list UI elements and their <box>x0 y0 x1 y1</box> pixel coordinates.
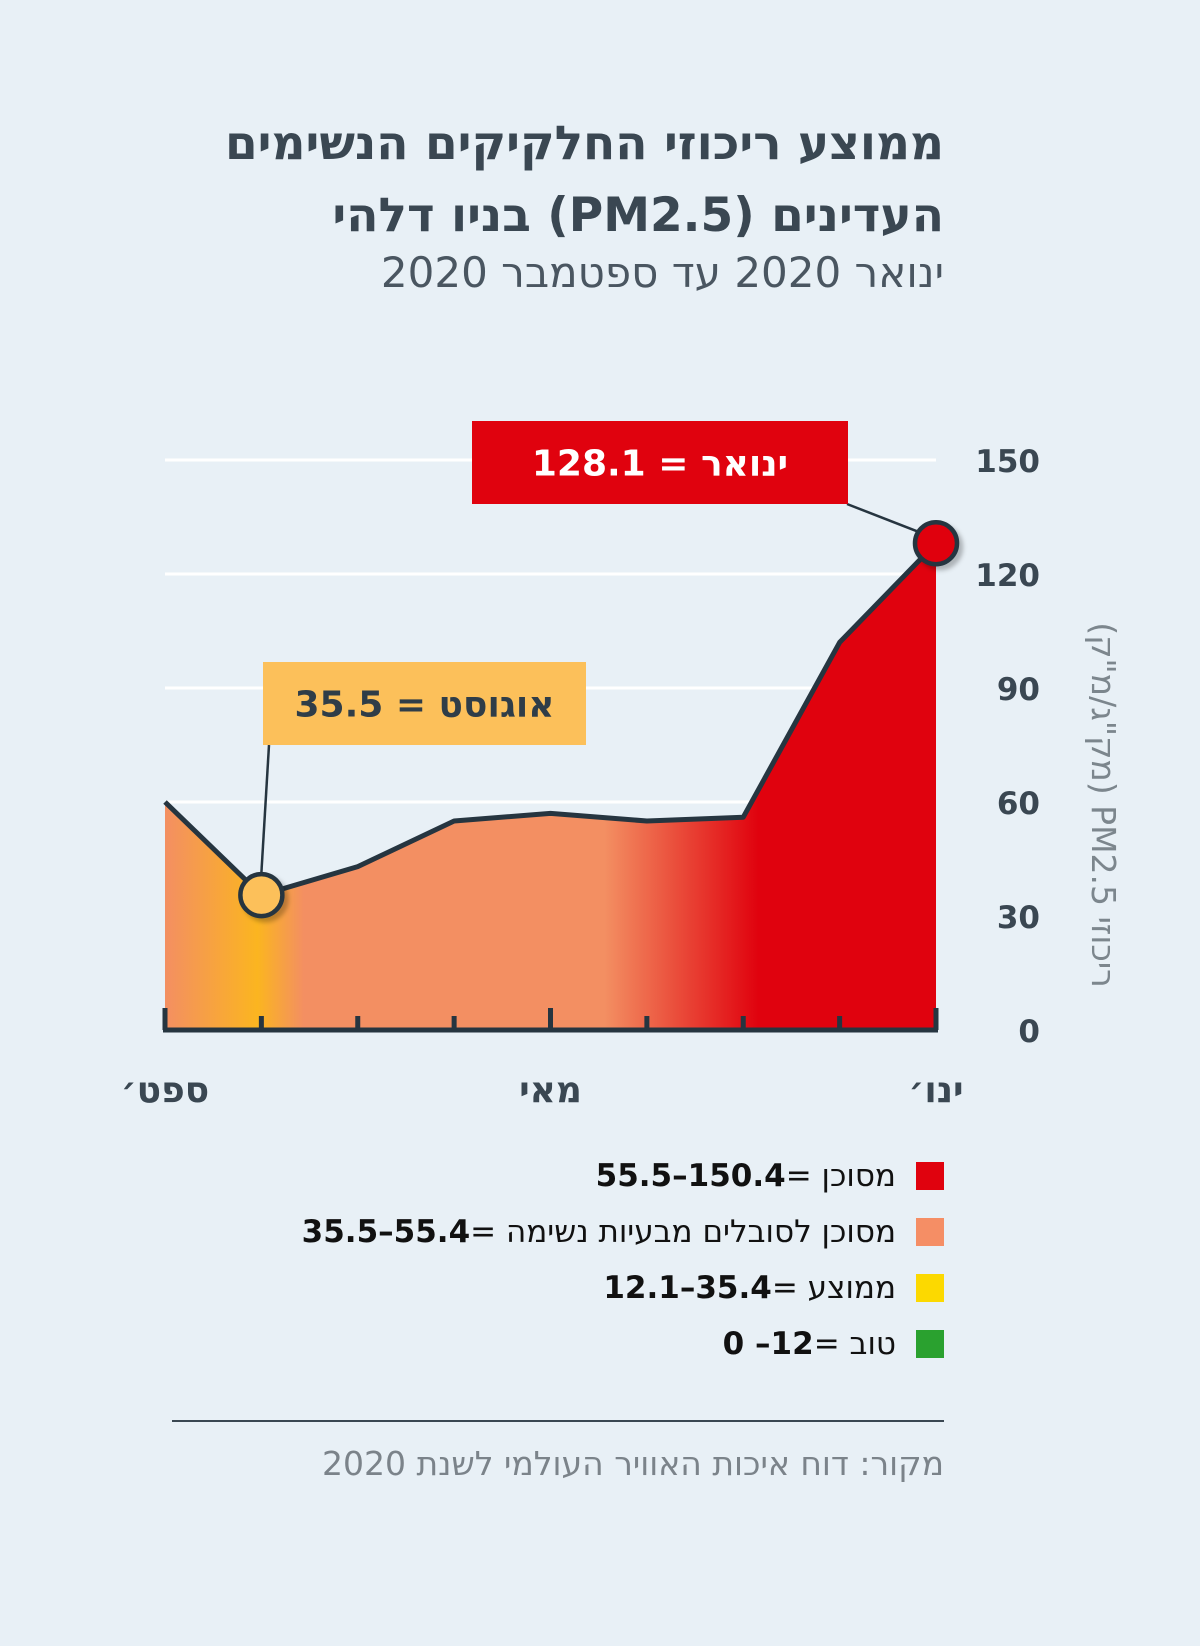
legend-swatch <box>916 1330 944 1358</box>
highlight-marker <box>912 519 960 567</box>
x-axis-labels: ינו׳ מאי ספט׳ <box>121 1070 964 1111</box>
chart-title: ממוצע ריכוזי החלקיקים הנשימים העדינים (P… <box>144 108 944 252</box>
y-tick-label: 90 <box>997 672 1040 708</box>
area-chart: 0 30 60 90 120 150 ינו׳ מאי ספט׳ ינואר = 128.1 א… <box>121 421 1123 1111</box>
series-line <box>163 541 938 898</box>
x-tick-label: מאי <box>519 1070 582 1111</box>
chart-title-line1: ממוצע ריכוזי החלקיקים הנשימים <box>224 116 944 171</box>
legend-range: 150.4–55.5 <box>595 1158 786 1194</box>
legend-range: 55.4–35.5 <box>301 1214 471 1250</box>
chart-subtitle: ינואר 2020 עד ספטמבר 2020 <box>380 248 944 297</box>
y-tick-label: 60 <box>997 786 1040 822</box>
legend-swatch <box>916 1162 944 1190</box>
chart-title-line2: העדינים (PM2.5) בניו דלהי <box>332 188 944 243</box>
y-axis-ticks: 0 30 60 90 120 150 <box>975 444 1040 1050</box>
y-axis-label: ריכוזי PM2.5 (מק"ג/מ"ק) <box>1084 622 1123 988</box>
annotation-label: ינואר = 128.1 <box>532 444 788 485</box>
legend-label: טוב = <box>813 1326 896 1362</box>
footer-divider <box>172 1420 944 1422</box>
highlight-markers <box>238 519 960 919</box>
annotation-leader <box>846 502 923 535</box>
legend-item-moderate: ממוצע = 35.4–12.1 <box>302 1260 944 1316</box>
legend-range: 35.4–12.1 <box>603 1270 772 1306</box>
legend-label: מסוכן = <box>785 1158 896 1194</box>
legend-item-hazardous: מסוכן = 150.4–55.5 <box>302 1148 944 1204</box>
y-tick-label: 0 <box>1018 1014 1040 1050</box>
x-axis <box>162 1008 939 1033</box>
annotation-leader <box>260 744 271 874</box>
annotation-box <box>472 421 848 504</box>
legend-item-good: טוב = 12– 0 <box>302 1316 944 1372</box>
annotation-label: אוגוסט = 35.5 <box>295 685 555 726</box>
y-tick-label: 150 <box>975 444 1040 480</box>
area-fill <box>165 543 936 1030</box>
legend-swatch <box>916 1274 944 1302</box>
annotation-box <box>263 662 586 745</box>
annotations: ינואר = 128.1 אוגוסט = 35.5 <box>260 421 923 874</box>
legend-item-unhealthy-sensitive: מסוכן לסובלים מבעיות נשימה = 55.4–35.5 <box>302 1204 944 1260</box>
legend-label: מסוכן לסובלים מבעיות נשימה = <box>470 1214 896 1250</box>
x-tick-label: ספט׳ <box>121 1070 210 1111</box>
legend: מסוכן = 150.4–55.5 מסוכן לסובלים מבעיות … <box>302 1148 944 1372</box>
x-tick-label: ינו׳ <box>908 1070 963 1111</box>
source-note: מקור: דוח איכות האוויר העולמי לשנת 2020 <box>321 1444 944 1483</box>
legend-swatch <box>916 1218 944 1246</box>
y-tick-label: 30 <box>997 900 1040 936</box>
legend-label: ממוצע = <box>771 1270 896 1306</box>
highlight-marker <box>238 871 285 919</box>
legend-range: 12– 0 <box>722 1326 814 1362</box>
y-tick-label: 120 <box>975 558 1040 594</box>
